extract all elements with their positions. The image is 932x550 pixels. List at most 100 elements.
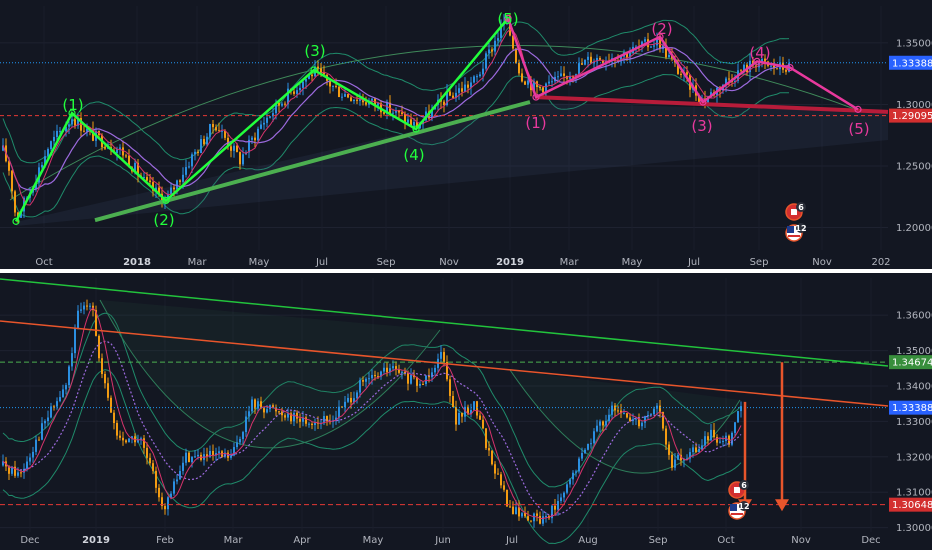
candle-body <box>365 102 367 104</box>
candle-body <box>203 139 205 144</box>
candle-body <box>611 406 613 415</box>
candle-body <box>644 416 646 423</box>
candle-body <box>224 131 226 138</box>
candle-body <box>524 513 526 516</box>
candle-body <box>182 463 184 471</box>
candle-body <box>413 122 415 125</box>
candle-body <box>674 460 676 468</box>
candle-body <box>479 74 481 76</box>
candle-body <box>521 73 523 81</box>
candle-body <box>341 97 343 98</box>
candle-body <box>716 437 718 443</box>
candle-body <box>569 479 571 484</box>
candle-body <box>104 147 106 148</box>
candle-body <box>713 430 715 437</box>
y-tick-label: 1.36000 <box>896 311 932 322</box>
candle-body <box>155 471 157 488</box>
candle-body <box>581 453 583 459</box>
candle-body <box>158 488 160 497</box>
candle-body <box>38 440 40 441</box>
candle-body <box>677 455 679 460</box>
candle-body <box>191 457 193 462</box>
candle-body <box>281 104 283 106</box>
candle-body <box>284 104 286 105</box>
x-tick-label: Nov <box>439 257 459 268</box>
x-tick-label: 2019 <box>82 535 110 546</box>
candle-body <box>515 507 517 514</box>
candle-body <box>452 396 454 407</box>
candle-body <box>128 439 130 443</box>
candle-body <box>593 431 595 443</box>
x-tick-label: Apr <box>293 535 311 546</box>
candle-body <box>305 417 307 423</box>
candle-body <box>173 481 175 493</box>
x-tick-label: Dec <box>861 535 880 546</box>
candle-body <box>35 440 37 452</box>
candle-body <box>521 513 523 516</box>
candle-body <box>362 380 364 382</box>
candle-body <box>14 191 16 212</box>
x-tick-label: Feb <box>156 535 174 546</box>
candle-body <box>302 82 304 88</box>
candle-body <box>479 416 481 420</box>
candle-body <box>476 401 478 415</box>
candle-body <box>20 472 22 473</box>
candle-body <box>167 497 169 509</box>
candle-body <box>473 77 475 83</box>
candle-body <box>668 445 670 455</box>
candle-body <box>197 455 199 456</box>
candle-body <box>572 473 574 480</box>
x-tick-label: Mar <box>224 535 244 546</box>
candle-body <box>86 306 88 307</box>
candle-body <box>311 75 313 77</box>
x-tick-label: Sep <box>750 257 769 268</box>
wave-label-green: (2) <box>153 211 174 229</box>
candle-body <box>575 471 577 472</box>
candle-body <box>149 181 151 183</box>
x-tick-label: Mar <box>188 257 208 268</box>
candle-body <box>467 85 469 88</box>
candle-body <box>692 447 694 452</box>
wave-label-green: (3) <box>304 42 325 60</box>
price-tag-label: 1.33388 <box>892 58 932 69</box>
candle-body <box>740 406 742 411</box>
candle-body <box>215 127 217 130</box>
candle-body <box>476 76 478 77</box>
candle-body <box>152 463 154 471</box>
candle-body <box>527 81 529 85</box>
candle-body <box>392 113 394 114</box>
price-tag-label: 1.29095 <box>892 111 932 122</box>
candle-body <box>488 448 490 450</box>
candle-body <box>350 97 352 101</box>
x-tick-label: May <box>622 257 643 268</box>
candle-body <box>740 70 742 71</box>
candle-body <box>257 129 259 140</box>
candle-body <box>440 352 442 359</box>
flag-badge-count: 12 <box>738 502 749 511</box>
candle-body <box>449 379 451 396</box>
candle-body <box>293 413 295 421</box>
candle-body <box>704 436 706 445</box>
candle-body <box>539 516 541 524</box>
candle-body <box>542 516 544 523</box>
x-tick-label: Aug <box>578 535 598 546</box>
candle-body <box>299 419 301 422</box>
candle-body <box>263 123 265 125</box>
candle-body <box>230 146 232 150</box>
candle-body <box>104 374 106 383</box>
flag-badge-count: 12 <box>795 224 806 233</box>
candle-body <box>284 415 286 417</box>
candle-body <box>554 506 556 510</box>
candle-body <box>401 372 403 373</box>
x-tick-label: May <box>363 535 384 546</box>
candle-body <box>698 449 700 452</box>
candle-body <box>770 66 772 67</box>
panel-divider[interactable] <box>0 269 932 273</box>
candle-body <box>197 152 199 153</box>
price-tag-label: 1.34674 <box>892 358 932 369</box>
candle-body <box>458 413 460 425</box>
candle-body <box>296 90 298 94</box>
candle-body <box>170 494 172 498</box>
candle-body <box>260 125 262 129</box>
